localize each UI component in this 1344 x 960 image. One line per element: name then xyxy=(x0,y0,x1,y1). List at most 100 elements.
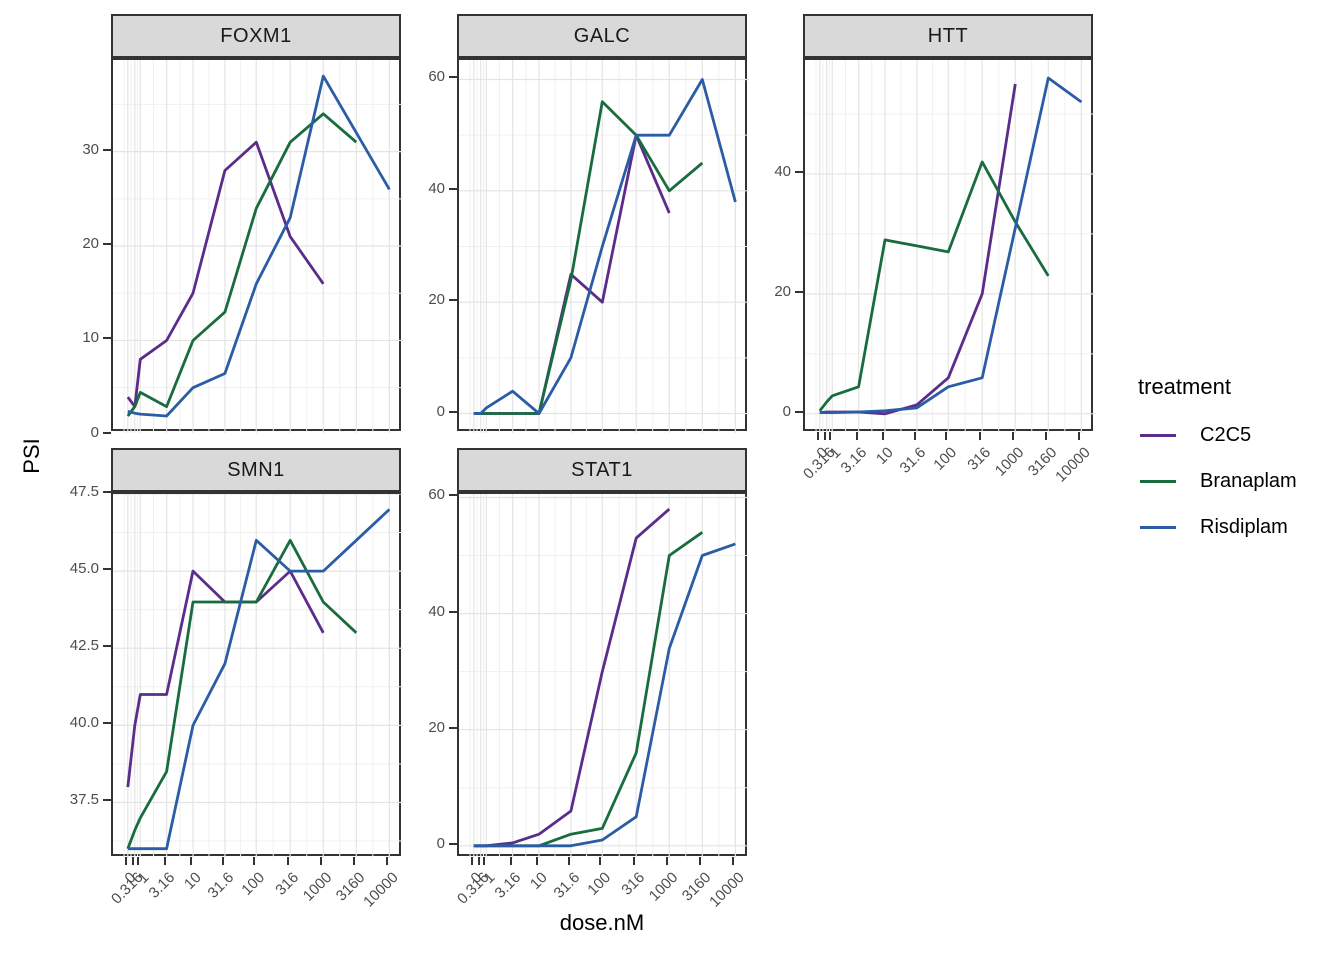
x-tick xyxy=(979,432,982,440)
x-axis-title: dose.nM xyxy=(559,910,645,935)
y-tick-label: 0 xyxy=(782,402,791,420)
facet-title: FOXM1 xyxy=(220,24,292,47)
plot-area-foxm1 xyxy=(111,58,403,433)
plot-area-smn1 xyxy=(111,492,403,858)
x-tick xyxy=(1012,432,1015,440)
facet-strip-galc: GALC xyxy=(457,14,747,58)
x-tick xyxy=(353,857,356,865)
panel-canvas xyxy=(113,60,403,433)
x-tick xyxy=(131,857,134,865)
panel-canvas xyxy=(805,60,1095,433)
x-tick-label: 10000 xyxy=(605,869,748,911)
x-tick xyxy=(816,432,819,440)
x-tick xyxy=(287,857,290,865)
y-tick xyxy=(449,299,457,302)
y-tick xyxy=(103,568,111,571)
x-tick xyxy=(253,857,256,865)
x-tick xyxy=(509,857,512,865)
y-tick-label: 42.5 xyxy=(69,637,99,655)
x-tick xyxy=(320,857,323,865)
y-tick-label: 40 xyxy=(774,162,791,180)
x-tick xyxy=(124,857,127,865)
y-tick-label: 20 xyxy=(428,291,445,309)
y-tick xyxy=(103,148,111,151)
legend-label: Branaplam xyxy=(1200,470,1297,492)
legend-label: C2C5 xyxy=(1200,424,1252,446)
y-tick-label: 20 xyxy=(774,282,791,300)
x-tick xyxy=(477,857,480,865)
y-tick-label: 60 xyxy=(428,68,445,86)
y-tick-label: 10 xyxy=(82,329,99,347)
x-tick xyxy=(829,432,832,440)
x-tick xyxy=(633,857,636,865)
y-tick xyxy=(449,842,457,845)
legend-label: Risdiplam xyxy=(1200,516,1288,538)
y-axis-title: PSI xyxy=(19,438,44,474)
x-tick xyxy=(1078,432,1081,440)
y-tick xyxy=(103,337,111,340)
series-line-risdiplam xyxy=(127,74,391,418)
y-tick xyxy=(795,290,803,293)
series-line-risdiplam xyxy=(473,78,737,415)
panel-canvas xyxy=(459,60,749,433)
x-tick xyxy=(945,432,948,440)
series-line-branaplam xyxy=(126,112,358,417)
y-tick-label: 47.5 xyxy=(69,483,99,500)
series-line-branaplam xyxy=(818,160,1050,412)
x-tick xyxy=(882,432,885,440)
facet-strip-htt: HTT xyxy=(803,14,1093,58)
x-tick xyxy=(190,857,193,865)
facet-strip-stat1: STAT1 xyxy=(457,448,747,492)
facet-title: SMN1 xyxy=(227,458,285,481)
x-tick xyxy=(163,857,166,865)
y-tick-label: 40 xyxy=(428,179,445,197)
x-tick xyxy=(221,857,224,865)
y-tick xyxy=(449,410,457,413)
y-tick xyxy=(103,243,111,246)
series-line-branaplam xyxy=(473,100,704,415)
y-tick xyxy=(103,722,111,725)
facet-strip-smn1: SMN1 xyxy=(111,448,401,492)
series-line-risdiplam xyxy=(127,508,391,851)
y-tick-label: 0 xyxy=(436,402,445,420)
x-tick xyxy=(732,857,735,865)
series-line-branaplam xyxy=(473,531,704,848)
x-tick xyxy=(483,857,486,865)
x-tick xyxy=(913,432,916,440)
series-line-c2c5 xyxy=(126,140,325,409)
series-line-c2c5 xyxy=(126,569,325,788)
panel-canvas xyxy=(459,494,749,858)
y-tick xyxy=(103,799,111,802)
series-line-risdiplam xyxy=(819,76,1083,415)
y-tick xyxy=(795,410,803,413)
series-line-risdiplam xyxy=(473,542,736,848)
panel-canvas xyxy=(113,494,403,858)
y-tick-label: 30 xyxy=(82,140,99,158)
y-tick-label: 20 xyxy=(428,718,445,736)
legend-item-c2c5: C2C5 xyxy=(1140,424,1251,447)
x-tick xyxy=(536,857,539,865)
facet-title: HTT xyxy=(927,24,969,47)
y-tick xyxy=(795,170,803,173)
y-tick xyxy=(449,726,457,729)
x-tick xyxy=(567,857,570,865)
facet-title: GALC xyxy=(573,24,631,47)
x-tick xyxy=(470,857,473,865)
y-tick xyxy=(103,645,111,648)
y-tick xyxy=(103,431,111,434)
x-tick xyxy=(855,432,858,440)
y-tick-label: 0 xyxy=(90,423,99,441)
facet-strip-foxm1: FOXM1 xyxy=(111,14,401,58)
y-tick xyxy=(103,491,111,493)
x-tick xyxy=(1045,432,1048,440)
x-tick xyxy=(137,857,140,865)
facet-title: STAT1 xyxy=(571,458,633,481)
legend-line-swatch xyxy=(1140,526,1176,529)
y-tick-label: 40 xyxy=(428,602,445,620)
legend-item-branaplam: Branaplam xyxy=(1140,470,1297,493)
x-tick-label-text: 10000 xyxy=(705,869,748,911)
x-tick xyxy=(386,857,389,865)
y-tick-label: 45.0 xyxy=(69,560,99,578)
y-tick-label: 37.5 xyxy=(69,791,99,809)
